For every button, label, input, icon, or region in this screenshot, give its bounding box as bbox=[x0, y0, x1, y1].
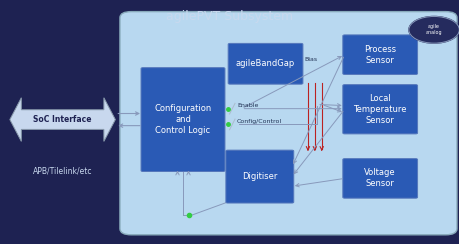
FancyBboxPatch shape bbox=[120, 12, 456, 235]
Text: agileBandGap: agileBandGap bbox=[235, 59, 295, 68]
Text: Digitiser: Digitiser bbox=[241, 172, 277, 181]
FancyBboxPatch shape bbox=[225, 150, 293, 203]
FancyBboxPatch shape bbox=[342, 35, 417, 74]
FancyBboxPatch shape bbox=[228, 43, 302, 84]
FancyBboxPatch shape bbox=[141, 68, 224, 172]
Text: Process
Sensor: Process Sensor bbox=[364, 45, 395, 65]
FancyBboxPatch shape bbox=[342, 159, 417, 198]
Text: agilePVT Subsystem: agilePVT Subsystem bbox=[166, 10, 293, 23]
Text: Voltage
Sensor: Voltage Sensor bbox=[364, 168, 395, 188]
Text: Configuration
and
Control Logic: Configuration and Control Logic bbox=[154, 104, 211, 135]
Circle shape bbox=[408, 16, 458, 43]
Text: APB/Tilelink/etc: APB/Tilelink/etc bbox=[33, 166, 92, 175]
FancyBboxPatch shape bbox=[342, 85, 417, 134]
Text: SoC Interface: SoC Interface bbox=[34, 115, 92, 124]
Polygon shape bbox=[10, 98, 115, 142]
Text: Enable: Enable bbox=[236, 103, 257, 108]
Text: Bias: Bias bbox=[304, 57, 317, 62]
Text: agile
analog: agile analog bbox=[425, 24, 442, 35]
Text: Local
Temperature
Sensor: Local Temperature Sensor bbox=[353, 94, 406, 125]
Text: Config/Control: Config/Control bbox=[236, 119, 281, 124]
